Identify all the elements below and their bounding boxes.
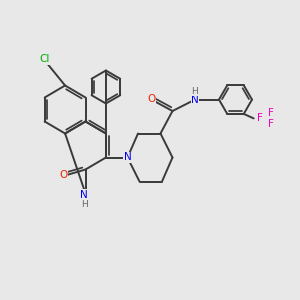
Text: N: N bbox=[80, 190, 88, 200]
Text: N: N bbox=[191, 94, 199, 105]
Text: Cl: Cl bbox=[39, 54, 50, 64]
Text: H: H bbox=[192, 87, 198, 96]
Text: F: F bbox=[268, 108, 274, 118]
Text: N: N bbox=[124, 152, 131, 163]
Text: F: F bbox=[268, 119, 274, 129]
Text: O: O bbox=[147, 94, 156, 104]
Text: O: O bbox=[59, 170, 68, 180]
Text: H: H bbox=[81, 200, 87, 209]
Text: F: F bbox=[257, 113, 263, 123]
